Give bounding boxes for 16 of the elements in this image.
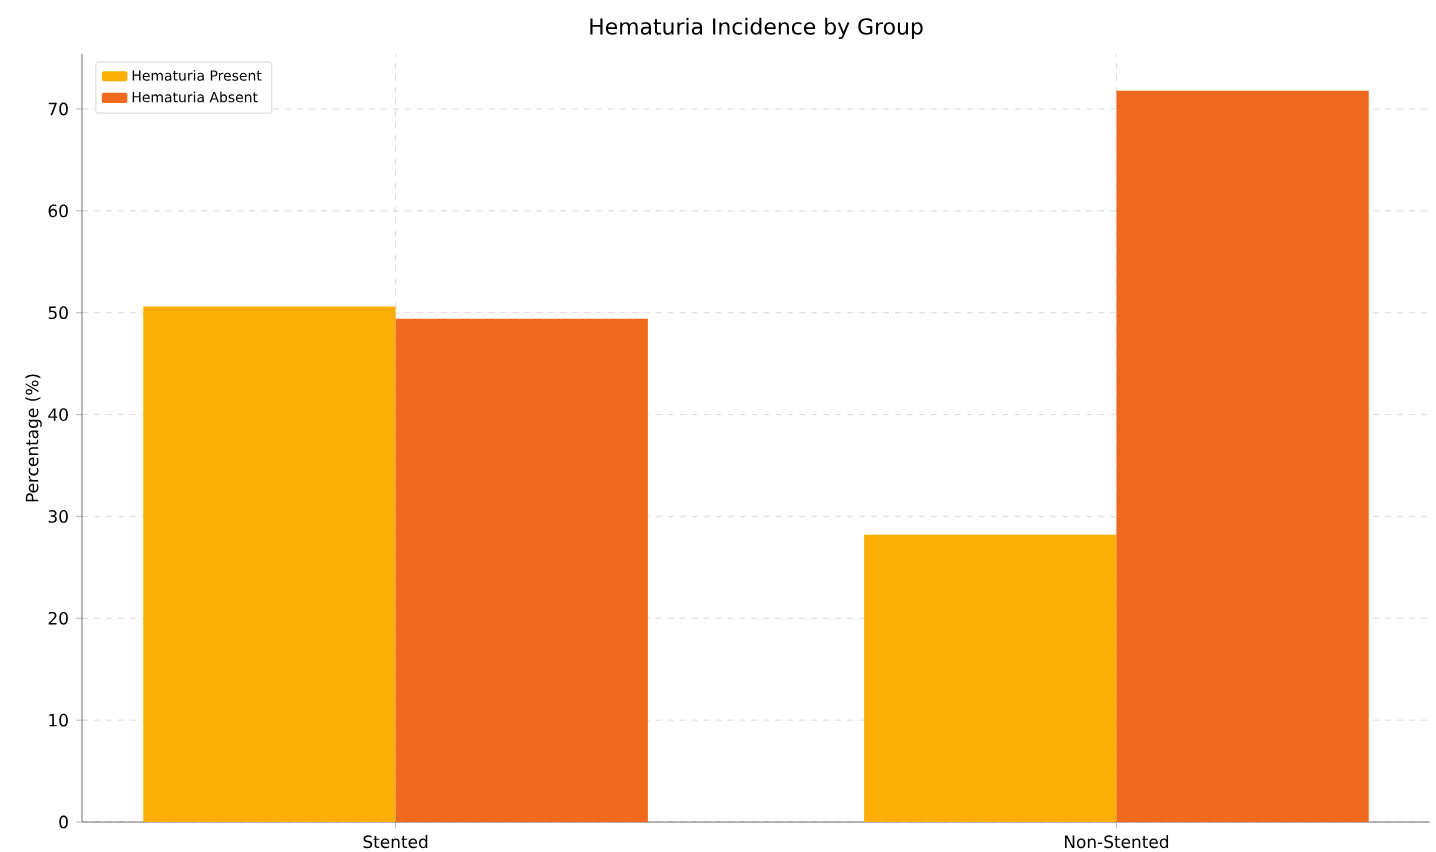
bar [1116,90,1369,822]
x-tick-label: Non-Stented [1064,835,1169,849]
chart-title: Hematuria Incidence by Group [590,17,923,39]
x-tick-label: Stented [363,835,428,849]
y-tick-label: 0 [59,815,68,829]
y-axis-title: Percentage (%) [25,374,42,502]
bar [395,318,648,822]
y-tick-label: 20 [48,611,68,625]
y-tick-label: 10 [49,713,68,727]
y-tick-label: 30 [48,510,68,523]
y-tick-label: 70 [48,102,68,116]
y-tick-label: 50 [48,306,68,320]
y-tick-label: 60 [48,204,68,218]
bar [143,306,396,822]
y-tick-label: 40 [48,408,68,421]
bar [864,534,1117,822]
